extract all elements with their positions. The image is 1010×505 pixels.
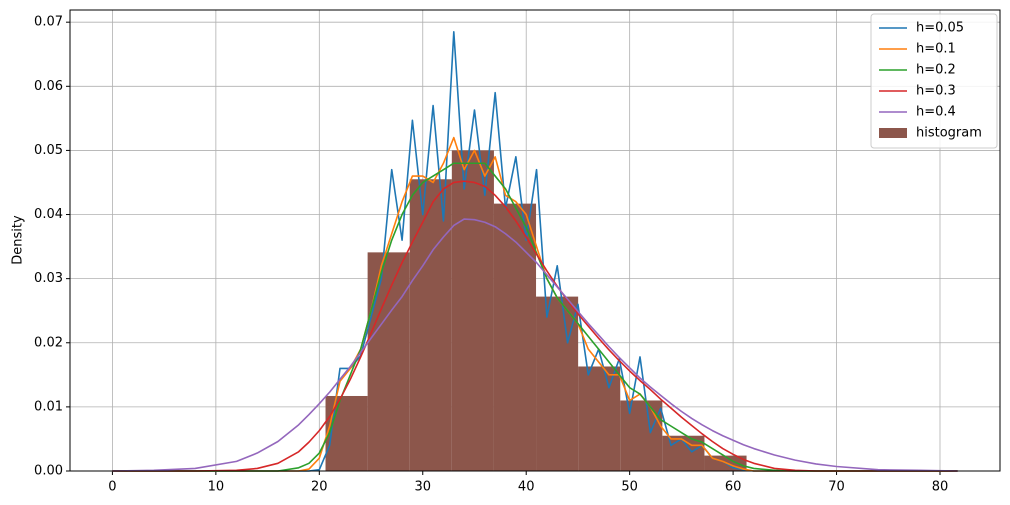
kde-line: [112, 180, 958, 472]
kde-line: [112, 136, 958, 472]
y-tick-label: 0.07: [34, 15, 63, 30]
histogram-bar: [578, 366, 621, 471]
x-tick-label: 30: [414, 480, 431, 495]
histogram-bar: [493, 203, 537, 472]
legend-label: h=0.1: [916, 42, 956, 57]
x-tick-label: 60: [725, 480, 742, 495]
y-tick-label: 0.03: [34, 271, 63, 286]
legend-label: h=0.2: [916, 63, 956, 78]
legend-swatch: [879, 128, 907, 138]
x-tick-label: 70: [828, 480, 845, 495]
x-tick-label: 10: [208, 480, 225, 495]
y-tick-label: 0.00: [34, 464, 63, 479]
y-tick-label: 0.04: [34, 207, 63, 222]
plot-frame: [69, 9, 1001, 472]
x-tick-label: 20: [311, 480, 328, 495]
y-axis-label: Density: [11, 215, 26, 265]
histogram-bar: [325, 395, 368, 471]
legend-label: h=0.3: [916, 84, 956, 99]
kde-line: [112, 162, 958, 472]
y-tick-label: 0.01: [34, 399, 63, 414]
legend-label: h=0.4: [916, 105, 956, 120]
histogram-bar: [367, 252, 410, 471]
x-tick-label: 0: [108, 480, 116, 495]
legend-label: h=0.05: [916, 21, 964, 36]
kde-line: [112, 218, 958, 472]
x-tick-label: 40: [518, 480, 535, 495]
legend: h=0.05 h=0.1 h=0.2 h=0.3 h=0.4 histogram: [870, 13, 998, 149]
x-tick-label: 80: [932, 480, 949, 495]
histogram-bar: [620, 400, 663, 471]
legend-label: histogram: [916, 126, 982, 141]
y-tick-label: 0.05: [34, 143, 63, 158]
y-tick-label: 0.06: [34, 79, 63, 94]
histogram-bar: [409, 179, 452, 471]
histogram-bar: [451, 150, 494, 472]
x-tick-label: 50: [621, 480, 638, 495]
histogram-bar: [536, 296, 579, 471]
legend-box: [870, 13, 998, 149]
y-tick-label: 0.02: [34, 335, 63, 350]
